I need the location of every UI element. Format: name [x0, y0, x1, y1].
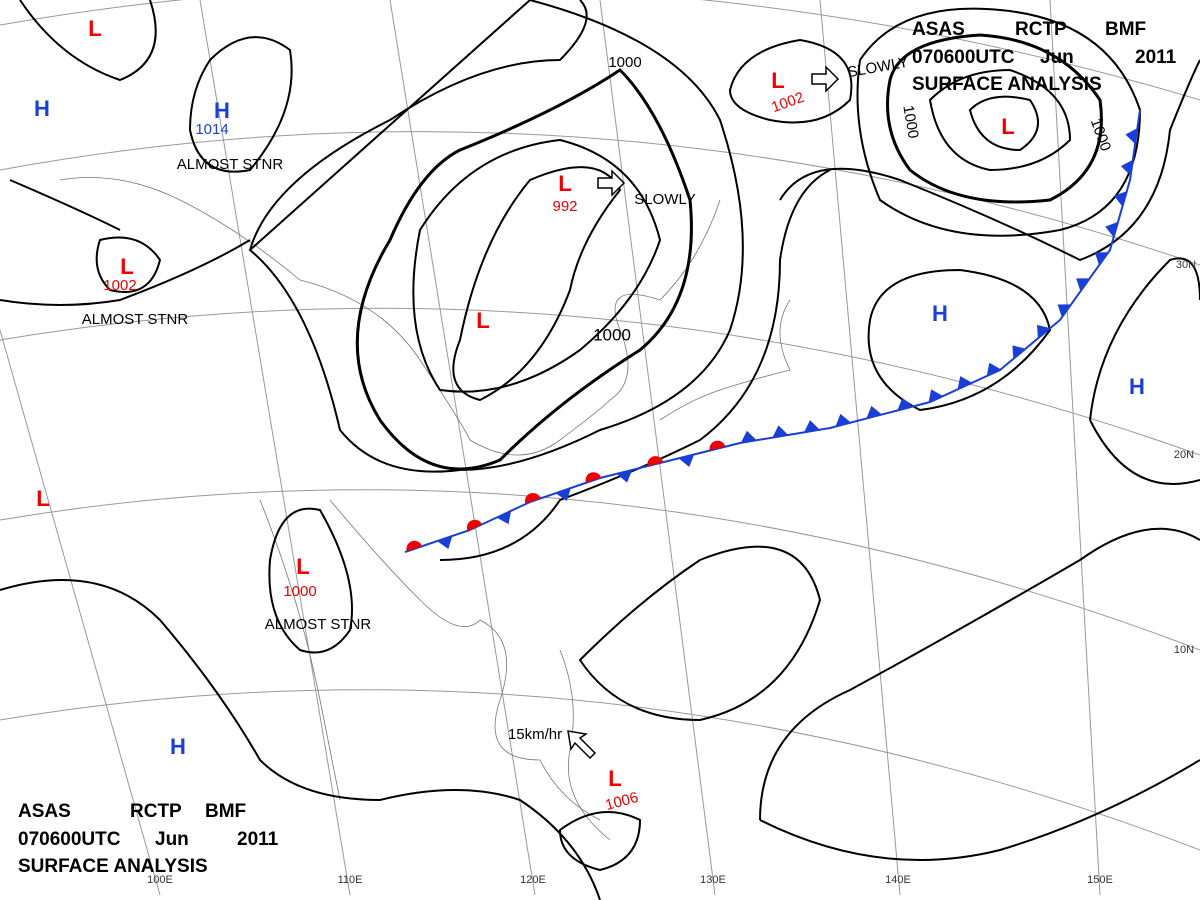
- warm-front-semicircle: [647, 456, 664, 467]
- high-symbol: H: [34, 96, 50, 121]
- latitude-label: 20N: [1174, 449, 1194, 461]
- cold-front-triangle: [1012, 345, 1026, 359]
- header-bottom: ASAS RCTP BMF 070600UTC Jun 2011 SURFACE…: [18, 801, 279, 877]
- pressure: 992: [552, 198, 577, 215]
- cold-front-triangle: [555, 488, 571, 502]
- cold-front-triangle: [678, 454, 695, 468]
- header-agency: ASAS: [912, 19, 965, 40]
- cold-front-triangle: [866, 405, 882, 419]
- pressure: 1000: [283, 583, 316, 600]
- system-labels: L H H 1014 ALMOST STNR L 1002 ALMOST STN…: [34, 16, 1145, 814]
- motion: 15km/hr: [508, 726, 562, 743]
- motion: ALMOST STNR: [177, 156, 284, 173]
- low-symbol: L: [120, 254, 133, 279]
- cold-front-triangle: [1120, 159, 1133, 176]
- high-symbol: H: [214, 98, 230, 123]
- cold-front-triangle: [803, 420, 820, 433]
- cold-front-triangle: [1125, 128, 1138, 144]
- high-symbol: H: [1129, 374, 1145, 399]
- cold-front-triangle: [1094, 252, 1109, 266]
- fronts: [404, 109, 1141, 553]
- pressure: 1014: [195, 121, 228, 138]
- cold-front-triangle: [437, 535, 453, 549]
- header-center: RCTP: [130, 801, 182, 822]
- cold-front-triangle: [1114, 191, 1127, 207]
- header-product: SURFACE ANALYSIS: [18, 856, 208, 877]
- motion: ALMOST STNR: [82, 311, 189, 328]
- high-symbol: H: [932, 301, 948, 326]
- geo-labels: 100E 110E 120E 130E 140E 150E 30N 20N 10…: [147, 259, 1196, 886]
- cold-front-triangle: [616, 469, 633, 483]
- low-symbol: L: [558, 171, 571, 196]
- header-month: Jun: [1040, 47, 1074, 68]
- isobar-label: 1000: [899, 104, 922, 140]
- warm-front-semicircle: [585, 472, 602, 483]
- motion-arrow: [811, 65, 840, 93]
- longitude-label: 100E: [147, 874, 173, 886]
- latitude-label: 10N: [1174, 644, 1194, 656]
- header-year: 2011: [237, 829, 279, 850]
- cold-front-triangle: [957, 376, 973, 390]
- cold-front-triangle: [496, 510, 512, 525]
- cold-front-triangle: [835, 413, 851, 427]
- header-code: BMF: [205, 801, 246, 822]
- longitude-label: 110E: [338, 874, 363, 886]
- coastlines: [59, 177, 791, 841]
- cold-front-triangle: [1057, 304, 1072, 318]
- motion: ALMOST STNR: [265, 616, 372, 633]
- cold-front-triangle: [1076, 278, 1090, 292]
- header-year: 2011: [1135, 47, 1177, 68]
- isobar-label: 1000: [608, 54, 641, 71]
- low-symbol: L: [36, 486, 49, 511]
- warm-front-semicircle: [525, 493, 541, 504]
- low-symbol: L: [88, 16, 101, 41]
- longitude-label: 130E: [700, 874, 726, 886]
- pressure: 1002: [103, 277, 136, 294]
- warm-front-semicircle: [709, 440, 726, 451]
- motion-arrow: [567, 730, 597, 760]
- header-month: Jun: [155, 829, 189, 850]
- low-symbol: L: [476, 308, 489, 333]
- low-symbol: L: [1001, 114, 1014, 139]
- isobar-label: 1000: [593, 325, 631, 344]
- low-symbol: L: [608, 766, 621, 791]
- high-symbol: H: [170, 734, 186, 759]
- cold-front-triangle: [928, 389, 943, 403]
- motion-arrow: [597, 169, 626, 197]
- motion: SLOWLY: [634, 191, 695, 208]
- cold-front-triangle: [897, 397, 913, 411]
- latitude-label: 30N: [1176, 259, 1196, 271]
- cold-front-triangle: [740, 430, 757, 443]
- warm-front-semicircle: [466, 519, 483, 532]
- longitude-label: 150E: [1087, 874, 1113, 886]
- header-product: SURFACE ANALYSIS: [912, 74, 1102, 95]
- header-time: 070600UTC: [912, 47, 1015, 68]
- cold-front-triangle: [1105, 221, 1119, 238]
- warm-front-semicircle: [406, 540, 423, 552]
- cold-front-triangle: [986, 362, 1002, 377]
- header-time: 070600UTC: [18, 829, 121, 850]
- low-symbol: L: [771, 68, 784, 93]
- longitude-label: 120E: [520, 874, 546, 886]
- low-symbol: L: [296, 554, 309, 579]
- header-top: ASAS RCTP BMF 070600UTC Jun 2011 SURFACE…: [912, 19, 1177, 95]
- header-agency: ASAS: [18, 801, 71, 822]
- header-center: RCTP: [1015, 19, 1067, 40]
- longitude-label: 140E: [885, 874, 911, 886]
- header-code: BMF: [1105, 19, 1146, 40]
- cold-front-triangle: [1036, 324, 1051, 339]
- cold-front-triangle: [772, 425, 789, 438]
